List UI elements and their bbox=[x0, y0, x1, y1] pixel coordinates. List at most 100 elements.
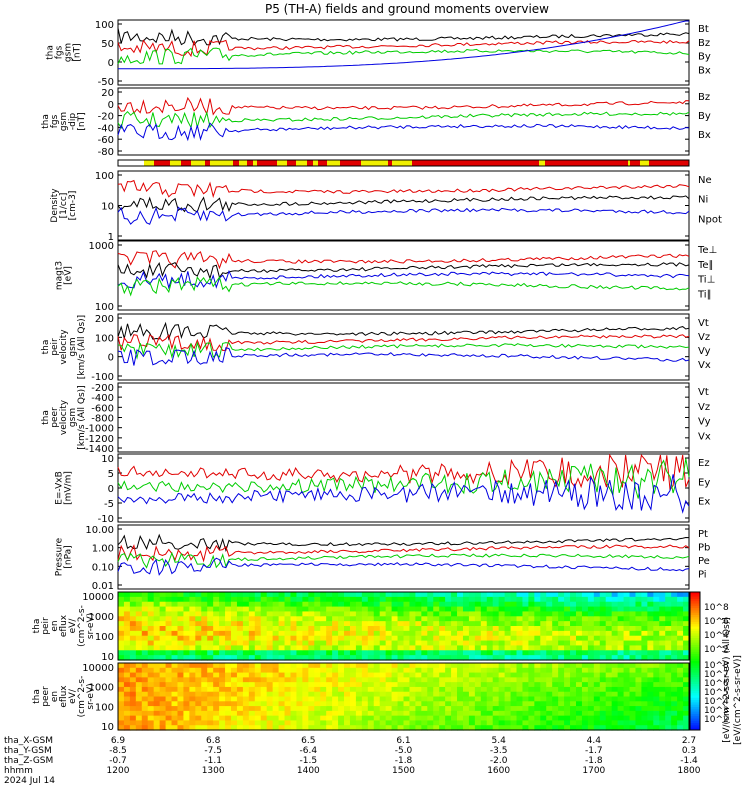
heatmap-cell bbox=[593, 630, 601, 637]
y-tick-label: 1000 bbox=[89, 683, 114, 694]
heatmap-cell bbox=[623, 630, 631, 637]
mode-bar-segment bbox=[681, 160, 689, 166]
heatmap-cell bbox=[135, 611, 143, 617]
heatmap-cell bbox=[290, 596, 298, 603]
heatmap-cell bbox=[462, 645, 470, 651]
heatmap-cell bbox=[439, 650, 446, 656]
heatmap-cell bbox=[118, 635, 125, 642]
heatmap-cell bbox=[284, 640, 292, 647]
mode-bar-segment bbox=[504, 160, 513, 166]
heatmap-cell bbox=[367, 696, 375, 702]
heatmap-cell bbox=[397, 645, 405, 651]
heatmap-cell bbox=[320, 601, 327, 608]
heatmap-cell bbox=[129, 715, 137, 722]
heatmap-cell bbox=[248, 677, 256, 683]
heatmap-cell bbox=[278, 663, 286, 669]
heatmap-cell bbox=[177, 701, 185, 707]
heatmap-cell bbox=[118, 650, 125, 656]
y-axis-label: tha bbox=[32, 619, 42, 634]
heatmap-cell bbox=[617, 592, 625, 598]
heatmap-cell bbox=[677, 655, 684, 661]
heatmap-cell bbox=[599, 706, 607, 712]
heatmap-cell bbox=[605, 725, 613, 731]
heatmap-cell bbox=[308, 596, 315, 603]
heatmap-cell bbox=[575, 655, 583, 661]
heatmap-cell bbox=[558, 691, 565, 698]
heatmap-cell bbox=[593, 710, 601, 717]
heatmap-cell bbox=[320, 655, 327, 661]
heatmap-cell bbox=[355, 710, 363, 717]
heatmap-cell bbox=[147, 715, 155, 722]
heatmap-cell bbox=[159, 626, 167, 632]
heatmap-cell bbox=[415, 592, 422, 598]
heatmap-cell bbox=[629, 710, 637, 717]
heatmap-cell bbox=[302, 635, 309, 642]
heatmap-cell bbox=[236, 655, 244, 661]
heatmap-cell bbox=[290, 682, 298, 688]
heatmap-cell bbox=[355, 630, 363, 637]
colorbar-label: [eV/(cm^2-s-sr-eV) (All Qs)] bbox=[722, 617, 732, 742]
heatmap-cell bbox=[540, 686, 547, 693]
heatmap-cell bbox=[290, 606, 298, 613]
heatmap-cell bbox=[558, 655, 565, 661]
heatmap-cell bbox=[260, 655, 268, 661]
heatmap-cell bbox=[332, 677, 339, 683]
heatmap-cell bbox=[653, 715, 660, 722]
heatmap-cell bbox=[361, 621, 369, 627]
x-axis-value: 6.5 bbox=[301, 736, 315, 746]
heatmap-cell bbox=[522, 725, 530, 731]
heatmap-cell bbox=[296, 682, 303, 688]
heatmap-cell bbox=[123, 635, 131, 642]
heatmap-cell bbox=[403, 686, 411, 693]
heatmap-cell bbox=[314, 630, 321, 637]
heatmap-cell bbox=[391, 635, 399, 642]
heatmap-cell bbox=[528, 677, 535, 683]
heatmap-cell bbox=[457, 630, 464, 637]
heatmap-cell bbox=[587, 682, 595, 688]
colorbar-cell bbox=[690, 654, 700, 657]
heatmap-cell bbox=[272, 701, 280, 707]
heatmap-cell bbox=[653, 701, 660, 707]
heatmap-cell bbox=[361, 667, 369, 674]
heatmap-cell bbox=[623, 686, 631, 693]
heatmap-cell bbox=[385, 663, 393, 669]
heatmap-cell bbox=[332, 611, 339, 617]
heatmap-cell bbox=[379, 677, 387, 683]
heatmap-cell bbox=[320, 706, 327, 712]
heatmap-cell bbox=[653, 686, 660, 693]
heatmap-cell bbox=[159, 663, 167, 669]
heatmap-cell bbox=[290, 696, 298, 702]
heatmap-cell bbox=[415, 725, 422, 731]
heatmap-cell bbox=[677, 645, 684, 651]
y-axis-label: (cm^2-s- bbox=[77, 676, 87, 718]
heatmap-cell bbox=[147, 635, 155, 642]
heatmap-cell bbox=[272, 696, 280, 702]
heatmap-cell bbox=[635, 630, 643, 637]
heatmap-cell bbox=[171, 592, 179, 598]
heatmap-cell bbox=[183, 677, 190, 683]
heatmap-cell bbox=[677, 682, 684, 688]
heatmap-cell bbox=[671, 720, 678, 726]
colorbar-cell bbox=[690, 688, 700, 692]
heatmap-cell bbox=[326, 630, 333, 637]
heatmap-cell bbox=[290, 621, 298, 627]
heatmap-cell bbox=[445, 592, 452, 598]
heatmap-cell bbox=[605, 621, 613, 627]
heatmap-cell bbox=[504, 677, 512, 683]
heatmap-cell bbox=[581, 635, 589, 642]
heatmap-cell bbox=[492, 710, 500, 717]
heatmap-cell bbox=[201, 616, 208, 622]
heatmap-cell bbox=[445, 601, 452, 608]
heatmap-cell bbox=[564, 710, 571, 717]
heatmap-cell bbox=[492, 640, 500, 647]
heatmap-cell bbox=[605, 677, 613, 683]
heatmap-cell bbox=[528, 672, 535, 678]
heatmap-cell bbox=[123, 667, 131, 674]
heatmap-cell bbox=[260, 621, 268, 627]
heatmap-cell bbox=[361, 596, 369, 603]
heatmap-cell bbox=[254, 606, 262, 613]
heatmap-cell bbox=[123, 626, 131, 632]
heatmap-cell bbox=[486, 592, 494, 598]
heatmap-cell bbox=[516, 630, 524, 637]
